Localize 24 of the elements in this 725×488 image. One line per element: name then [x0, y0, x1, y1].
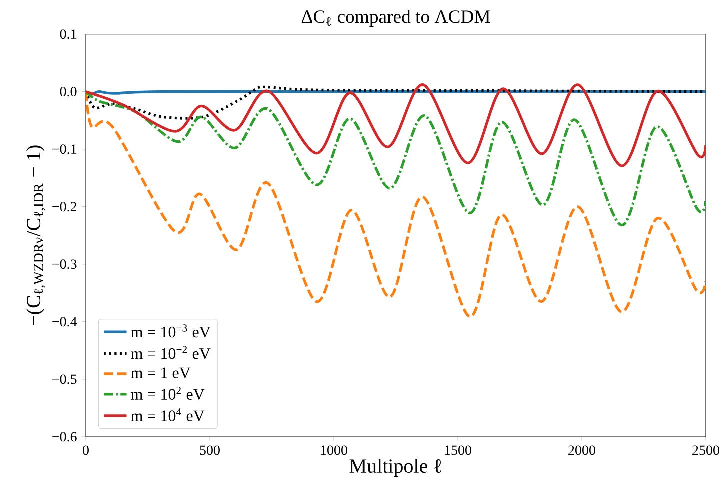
y-tick-label: −0.6	[52, 432, 77, 442]
y-tick-label: 0.0	[60, 87, 77, 97]
legend-label: m = 10$^{−2}$ eV	[131, 346, 211, 360]
x-tick-label: 2500	[692, 446, 720, 456]
chart-title: ΔC$_{ℓ}$ compared to ΛCDM	[302, 10, 490, 27]
y-tick-label: −0.1	[52, 144, 76, 154]
x-axis-title: Multipole ℓ	[350, 458, 442, 478]
y-tick-label: −0.3	[52, 260, 77, 270]
x-tick-label: 2000	[568, 446, 596, 456]
y-tick-label: −0.4	[52, 317, 78, 327]
legend-label: m = 10$^{−3}$ eV	[131, 324, 211, 338]
y-tick-label: 0.1	[60, 30, 76, 40]
y-axis-title: −(C$_{ℓ,WZDRν}$/C$_{ℓ,IDR}$ − 1)	[26, 146, 46, 326]
legend-label: m = 10$^{2}$ eV	[131, 386, 205, 400]
y-tick-label: −0.5	[52, 374, 77, 384]
line-series	[86, 90, 706, 227]
legend-label: m = 1 eV	[131, 368, 191, 379]
x-tick-label: 0	[83, 446, 89, 456]
x-tick-label: 1500	[445, 446, 472, 456]
x-tick-label: 500	[200, 446, 220, 456]
line-series	[86, 84, 706, 168]
y-tick-label: −0.2	[52, 202, 77, 212]
x-tick-label: 1000	[321, 446, 348, 456]
legend-label: m = 10$^{4}$ eV	[131, 408, 205, 422]
